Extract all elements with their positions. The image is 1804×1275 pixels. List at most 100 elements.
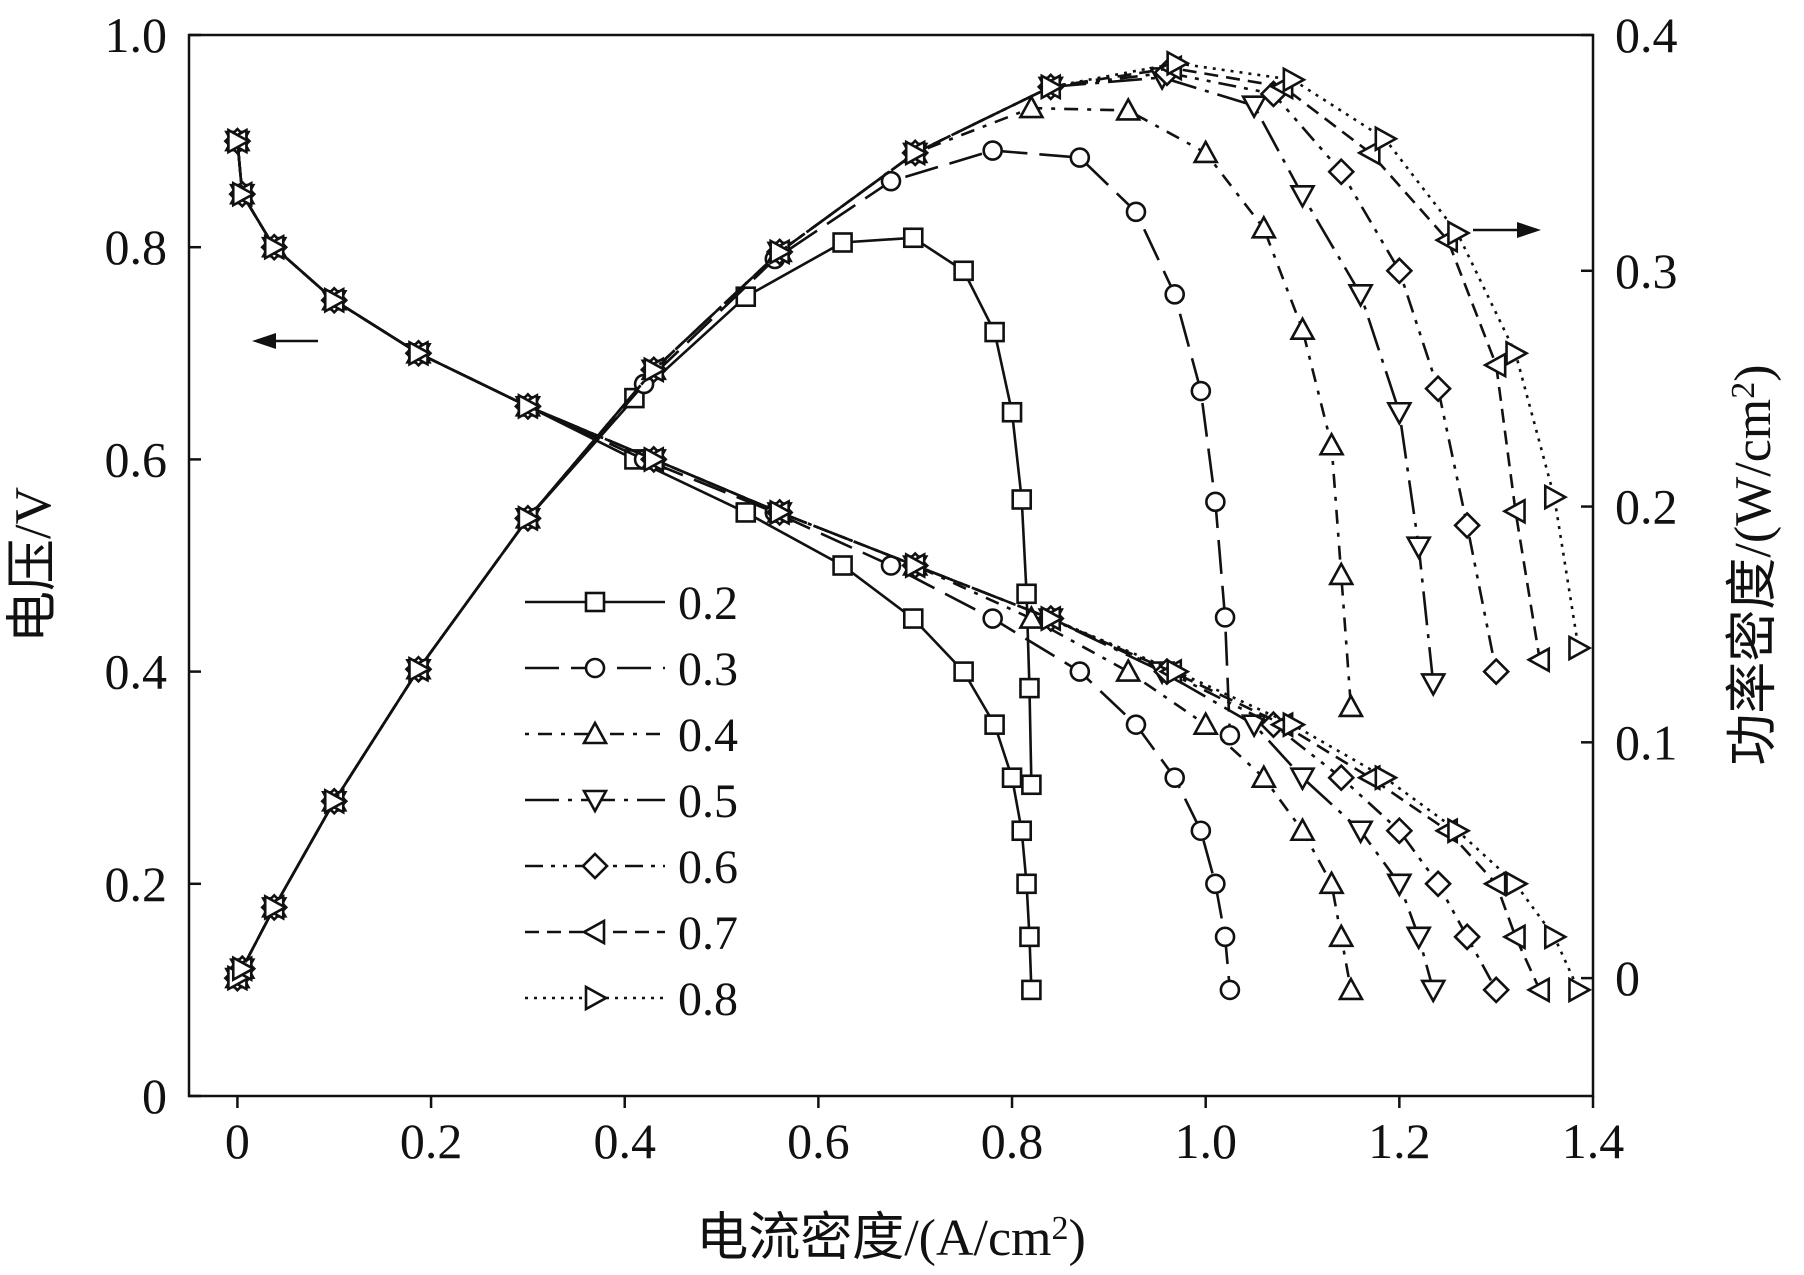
data-point	[1069, 661, 1091, 682]
data-point	[1482, 351, 1507, 379]
data-point	[1405, 926, 1432, 951]
data-point	[1115, 96, 1142, 121]
data-point	[1289, 316, 1316, 341]
data-point	[1526, 976, 1551, 1004]
data-point	[1327, 763, 1356, 792]
legend-label: 0.5	[678, 775, 738, 828]
legend-item-0.6: 0.6	[525, 841, 738, 894]
y-right-tick-label: 0.2	[1615, 479, 1678, 535]
data-point	[1318, 870, 1345, 895]
series-0.6	[223, 58, 1511, 1004]
legend: 0.2 0.3 0.4 0.5 0.6 0.7 0.8	[525, 577, 738, 1026]
y-right-tick-label: 0.3	[1615, 243, 1678, 299]
data-point	[1205, 873, 1226, 895]
data-point	[1420, 979, 1447, 1004]
y-left-axis-title: 电压/V	[5, 487, 62, 643]
data-point	[1505, 340, 1530, 367]
data-point	[902, 227, 924, 249]
data-point	[1016, 873, 1037, 895]
legend-label: 0.7	[678, 907, 738, 960]
x-tick-label: 0.4	[593, 1113, 656, 1169]
legend-label: 0.8	[678, 973, 738, 1026]
data-point	[1016, 583, 1037, 605]
legend-label: 0.2	[678, 577, 738, 630]
y-left-tick-label: 0	[142, 1068, 167, 1124]
data-point	[1019, 926, 1040, 948]
data-point	[1205, 491, 1226, 513]
data-point	[1021, 979, 1042, 1001]
legend-marker-swatch	[584, 657, 606, 679]
plot-frame	[187, 33, 1595, 1098]
data-point	[1501, 498, 1526, 525]
data-point	[982, 140, 1003, 161]
data-point	[1192, 139, 1219, 164]
data-point	[1250, 764, 1277, 789]
series-0.4-power-line	[236, 106, 1353, 979]
data-point	[1482, 657, 1511, 686]
data-point	[1166, 50, 1191, 77]
data-point	[263, 234, 288, 261]
data-point	[1125, 201, 1147, 223]
data-point	[1447, 817, 1472, 844]
legend-marker-swatch	[581, 852, 609, 880]
y-left-tick-label: 0.4	[105, 644, 168, 700]
series-0.4	[224, 94, 1365, 1001]
data-point	[1018, 604, 1045, 629]
data-point	[953, 661, 974, 682]
arrow-left-indicator	[252, 333, 318, 349]
data-point	[904, 552, 929, 579]
data-point	[1328, 561, 1355, 586]
data-point	[1282, 66, 1307, 93]
y-right-axis-title-close: )	[1725, 364, 1782, 381]
data-point	[1337, 693, 1365, 718]
data-point	[1040, 73, 1065, 101]
data-point	[408, 340, 433, 367]
data-point	[953, 260, 974, 282]
data-point	[1001, 401, 1023, 423]
series-layer	[223, 50, 1593, 1004]
legend-item-0.8: 0.8	[525, 973, 738, 1026]
data-point	[227, 127, 252, 155]
data-point	[1327, 157, 1356, 186]
data-point	[1115, 657, 1142, 682]
data-point	[832, 555, 853, 576]
data-point	[1289, 767, 1316, 792]
legend-item-0.4: 0.4	[525, 709, 738, 762]
legend-label: 0.4	[678, 709, 738, 762]
data-point	[1240, 95, 1268, 120]
data-point	[1219, 724, 1241, 746]
y-right-axis-title-sup: 2	[1725, 382, 1762, 399]
x-axis-title: 电流密度/(A/cm2)	[696, 1210, 1086, 1267]
data-point	[902, 608, 924, 629]
data-point	[1543, 483, 1568, 511]
data-point	[1453, 511, 1481, 540]
legend-label: 0.6	[678, 841, 738, 894]
series-0.5-polarization-line	[236, 140, 1435, 991]
legend-marker-swatch	[584, 984, 609, 1012]
data-point	[323, 287, 348, 314]
legend-item-0.2: 0.2	[525, 577, 738, 630]
y-left-tick-label: 0.6	[105, 431, 168, 487]
series-0.8-polarization-line	[236, 140, 1580, 991]
data-point	[1453, 923, 1481, 951]
y-right-tick-label: 0	[1615, 950, 1640, 1006]
y-right-tick-label: 0.1	[1615, 714, 1678, 770]
data-point	[1482, 976, 1511, 1004]
series-0.7	[223, 54, 1551, 1004]
legend-item-0.5: 0.5	[525, 775, 738, 828]
data-point	[1374, 125, 1399, 152]
axis-ticks: 0 0.2 0.4 0.6 0.8 1.0 1.2 1.4 0 0.2 0.4 0.6 0.8 1.0 0 0…	[105, 7, 1678, 1169]
data-point	[231, 955, 256, 982]
y-right-axis-title-main: 功率密度/(W/cm	[1725, 399, 1782, 766]
arrow-right-indicator	[1473, 222, 1541, 238]
data-point	[1001, 767, 1023, 789]
data-point	[1164, 767, 1186, 789]
data-point	[263, 894, 288, 921]
data-point	[1289, 185, 1316, 210]
data-point	[1347, 820, 1374, 845]
data-point	[1250, 214, 1277, 239]
data-point	[1318, 431, 1345, 456]
data-point	[1526, 646, 1551, 674]
data-point	[1420, 673, 1447, 698]
